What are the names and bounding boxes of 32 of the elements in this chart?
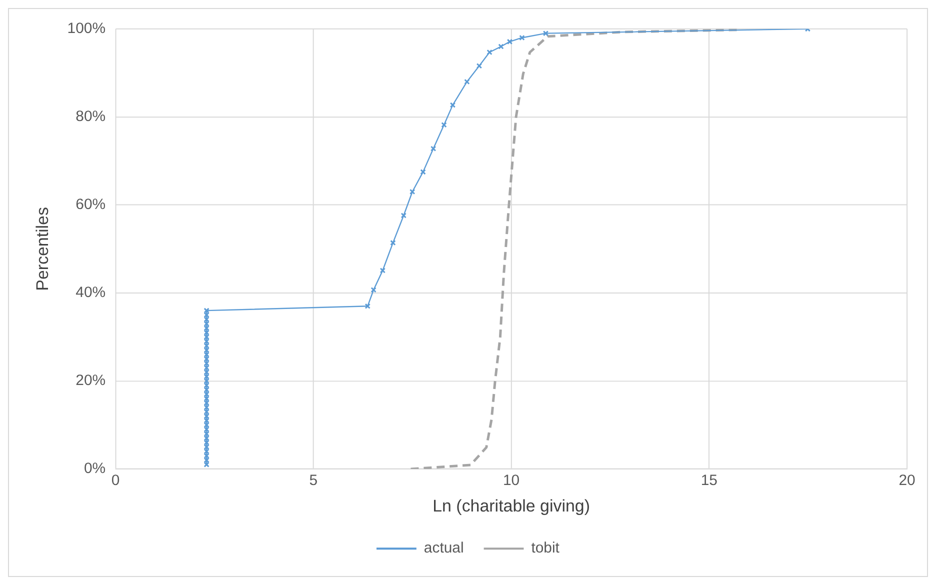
point [364,303,370,310]
point [506,38,513,45]
point [430,146,436,152]
x-tick-label: 0 [111,472,120,490]
y-axis-title: Percentiles [32,207,52,291]
point [450,102,456,108]
y-tick-label: 80% [76,108,106,126]
point [476,63,482,69]
point [519,34,525,41]
y-tick-label: 100% [67,20,106,38]
x-axis-title: Ln (charitable giving) [432,496,590,516]
x-tick-label: 20 [898,472,916,490]
point [409,188,416,195]
point [542,30,549,36]
point [370,287,376,293]
point [464,78,470,85]
y-tick-label: 60% [76,196,106,214]
point [420,169,426,175]
y-tick-label: 40% [76,284,106,302]
point [498,44,504,50]
x-tick-label: 5 [309,472,318,490]
point [486,49,492,56]
point [400,212,407,218]
point [390,240,396,246]
point [380,268,386,274]
y-tick-label: 0% [84,460,106,478]
x-tick-label: 10 [502,472,520,490]
point [441,122,447,128]
legend-label: tobit [531,540,560,557]
legend-label: actual [424,540,464,557]
y-tick-label: 20% [76,372,106,390]
x-tick-label: 15 [700,472,718,490]
